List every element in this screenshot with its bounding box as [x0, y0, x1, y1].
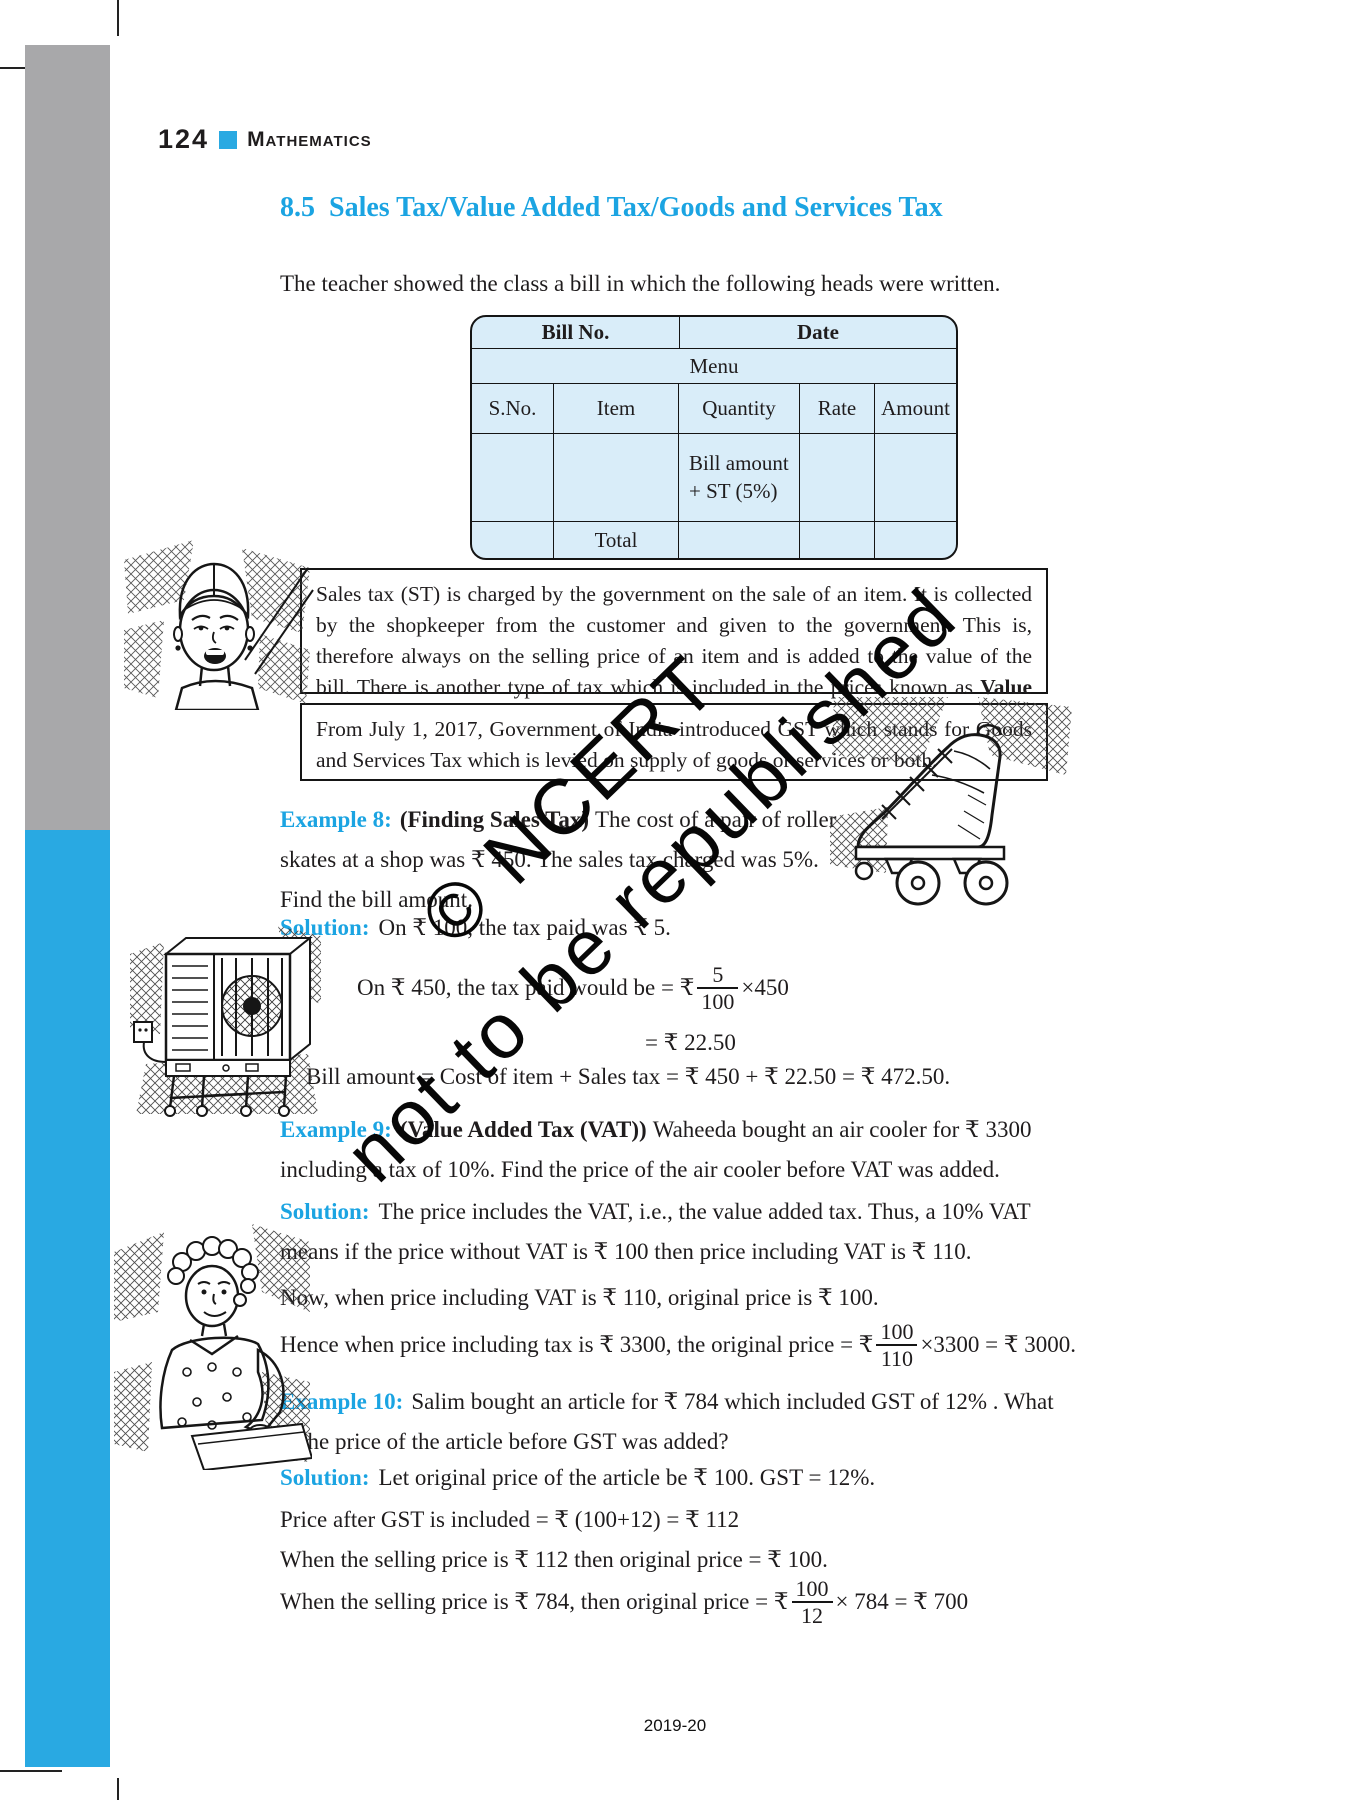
section-heading: 8.5 Sales Tax/Value Added Tax/Goods and …	[280, 192, 943, 224]
solution10-line3: When the selling price is ₹ 112 then ori…	[280, 1547, 828, 1572]
solution8-paragraph: Solution: On ₹ 100, the tax paid was ₹ 5.	[280, 908, 980, 948]
example8-label: Example 8:	[280, 807, 392, 832]
roller-skate-illustration	[830, 697, 1072, 906]
solution9-line3-suffix: ×3300 = ₹ 3000.	[920, 1332, 1077, 1357]
sidebar-gray-band	[25, 45, 110, 830]
edition-year-footer: 2019-20	[643, 1716, 707, 1735]
crop-mark-bottom-horizontal	[0, 1770, 62, 1772]
bill-table: Bill No. Date Menu S.No. Item Quantity R…	[470, 315, 958, 560]
empty-cell	[679, 522, 800, 558]
example8-subtitle: (Finding Sales Tax)	[399, 807, 589, 832]
solution9-label: Solution:	[280, 1199, 370, 1224]
solution9-paragraph: Solution: The price includes the VAT, i.e…	[280, 1192, 1058, 1272]
math-line-original-price-3300: Hence when price including tax is ₹ 3300…	[280, 1310, 1076, 1380]
solution9-line3-prefix: Hence when price including tax is ₹ 3300…	[280, 1332, 874, 1357]
sales-tax-note-box: Sales tax (ST) is charged by the governm…	[300, 568, 1048, 730]
sales-tax-note-text: Sales tax (ST) is charged by the governm…	[316, 582, 1032, 699]
speech-pointer-lines	[244, 567, 314, 675]
empty-cell	[800, 434, 875, 521]
solution10-label: Solution:	[280, 1465, 370, 1490]
col-header-amount: Amount	[881, 396, 950, 420]
sidebar-blue-band	[25, 830, 110, 1767]
bill-amount-line2: + ST (5%)	[689, 478, 778, 503]
fraction-100-over-110: 100 110	[876, 1319, 918, 1372]
col-header-quantity: Quantity	[679, 384, 800, 433]
example8-paragraph: Example 8: (Finding Sales Tax) The cost of…	[280, 800, 855, 920]
solution9-line2: Now, when price including VAT is ₹ 110, …	[280, 1285, 879, 1310]
crop-mark-top-vertical	[117, 0, 119, 36]
math8-prefix: On ₹ 450, the tax paid would be = ₹	[357, 975, 695, 1000]
chapter-square-icon	[219, 130, 238, 149]
example9-text: Waheeda bought an air cooler for ₹ 3300 …	[280, 1117, 1032, 1183]
example10-paragraph: Example 10: Salim bought an article for ₹…	[280, 1382, 1058, 1462]
empty-cell	[875, 434, 956, 521]
example8-text: The cost of a pair of roller skates at a…	[280, 807, 837, 913]
solution10-line4-prefix: When the selling price is ₹ 784, then or…	[280, 1589, 789, 1614]
menu-header: Menu	[689, 353, 739, 378]
solution9-text: The price includes the VAT, i.e., the va…	[280, 1199, 1031, 1265]
air-cooler-illustration	[130, 926, 321, 1117]
empty-cell	[472, 522, 554, 558]
section-title-text: Sales Tax/Value Added Tax/Goods and Serv…	[329, 192, 943, 223]
empty-cell	[554, 434, 679, 521]
bill-no-header: Bill No.	[472, 317, 680, 348]
solution10-text: Let original price of the article be ₹ 1…	[378, 1465, 876, 1490]
total-cell: Total	[554, 522, 679, 558]
example9-label: Example 9:	[280, 1117, 392, 1142]
section-number: 8.5	[280, 192, 315, 223]
intro-paragraph: The teacher showed the class a bill in w…	[280, 271, 1001, 296]
solution10-line4-suffix: × 784 = ₹ 700	[835, 1589, 969, 1614]
empty-cell	[875, 522, 956, 558]
subject-title: Mathematics	[247, 127, 372, 151]
solution10-line2: Price after GST is included = ₹ (100+12)…	[280, 1507, 740, 1532]
example9-subtitle: (Value Added Tax (VAT))	[399, 1117, 647, 1142]
boy-writing-illustration	[114, 1224, 312, 1470]
bill-amount-cell: Bill amount + ST (5%)	[679, 434, 800, 521]
col-header-rate: Rate	[800, 384, 875, 433]
solution8-text: On ₹ 100, the tax paid was ₹ 5.	[378, 915, 671, 940]
math-line-tax-on-450: On ₹ 450, the tax paid would be = ₹ 5 100…	[357, 952, 789, 1024]
fraction-5-over-100: 5 100	[697, 962, 739, 1015]
date-header: Date	[797, 320, 839, 344]
crop-mark-bottom-vertical	[117, 1778, 119, 1800]
solution10-paragraph: Solution: Let original price of the artic…	[280, 1458, 1058, 1498]
math8-suffix: ×450	[741, 975, 789, 1000]
col-header-sno: S.No.	[472, 384, 554, 433]
example10-text: Salim bought an article for ₹ 784 which …	[280, 1389, 1054, 1455]
math-line-bill-amount: Bill amount = Cost of item + Sales tax =…	[306, 1064, 951, 1089]
math-line-original-price-784: When the selling price is ₹ 784, then or…	[280, 1566, 968, 1638]
bill-amount-line1: Bill amount	[689, 451, 789, 476]
example9-paragraph: Example 9: (Value Added Tax (VAT)) Waheeda…	[280, 1110, 1058, 1190]
empty-cell	[472, 434, 554, 521]
col-header-item: Item	[554, 384, 679, 433]
teacher-illustration	[124, 540, 310, 710]
fraction-100-over-12: 100 12	[791, 1576, 833, 1629]
page-number: 124	[158, 124, 210, 154]
empty-cell	[800, 522, 875, 558]
running-head: 124 Mathematics	[158, 124, 372, 155]
math-line-22-50: = ₹ 22.50	[645, 1030, 736, 1055]
